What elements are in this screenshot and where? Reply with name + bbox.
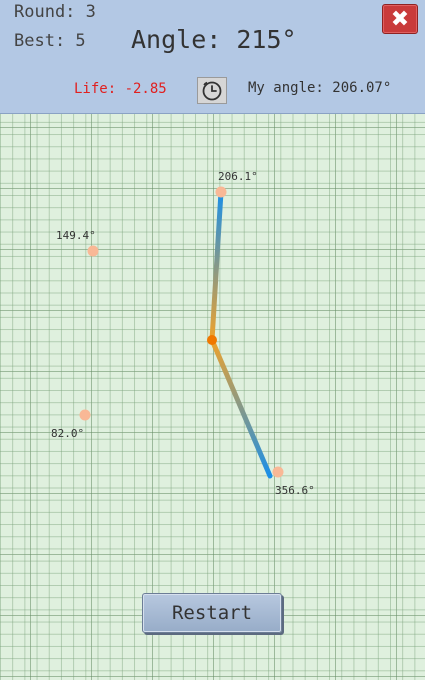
restart-button[interactable]: Restart [142,593,282,633]
target-dot [272,466,284,478]
hud-panel: Round: 3 Best: 5 Angle: 215° Life: -2.85… [0,0,425,114]
target-dot [79,409,91,421]
round-counter: Round: 3 [14,2,96,22]
my-angle: My angle: 206.07° [248,80,392,96]
close-button[interactable]: ✖ [382,4,418,34]
pivot-point[interactable] [207,335,217,345]
best-score: Best: 5 [14,31,86,51]
target-dot [215,186,227,198]
clock-button[interactable] [197,77,227,104]
life-value: Life: -2.85 [74,81,167,97]
target-label: 149.4° [56,229,96,242]
target-label: 356.6° [275,484,315,497]
target-dot [87,245,99,257]
arm-segment-upper [209,189,224,343]
target-label: 206.1° [218,170,258,183]
close-x-icon: ✖ [390,6,410,32]
target-label: 82.0° [51,427,84,440]
clock-icon [202,81,222,100]
arm-segment-lower [209,337,273,479]
target-angle: Angle: 215° [131,25,297,54]
